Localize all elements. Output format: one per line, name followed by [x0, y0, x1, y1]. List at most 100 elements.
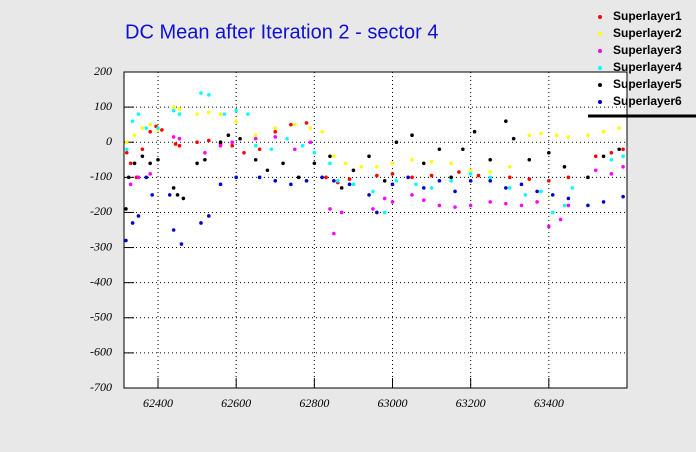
point [367, 154, 371, 159]
point [449, 179, 453, 183]
point [429, 159, 434, 164]
point [382, 196, 387, 201]
point [253, 133, 258, 137]
point [488, 170, 493, 174]
point [328, 207, 332, 211]
point [375, 210, 379, 215]
point [601, 129, 606, 134]
point [566, 196, 571, 201]
point [148, 161, 152, 166]
x-tick-label: 63200 [456, 396, 486, 410]
point [195, 140, 199, 145]
point [375, 173, 379, 178]
point [253, 157, 258, 162]
point [621, 165, 625, 169]
point [449, 161, 453, 166]
point [593, 168, 598, 173]
point [371, 189, 375, 194]
point [230, 140, 235, 145]
point [453, 189, 457, 194]
point [414, 182, 418, 187]
y-tick-label: -600 [90, 345, 112, 359]
point [234, 108, 238, 113]
point [218, 140, 223, 145]
point [390, 182, 395, 187]
point [130, 221, 135, 225]
point [390, 172, 395, 176]
point [148, 172, 152, 176]
point [253, 136, 258, 141]
point [234, 119, 238, 123]
point [410, 157, 414, 162]
point [429, 186, 434, 190]
point [124, 147, 129, 152]
y-tick-label: -200 [90, 204, 112, 218]
point [535, 200, 539, 204]
point [382, 210, 387, 215]
point [195, 112, 199, 116]
point [171, 228, 176, 232]
point [527, 177, 532, 181]
point [539, 131, 543, 136]
point [390, 200, 395, 204]
point [179, 242, 184, 246]
plot-area [123, 71, 628, 389]
point [136, 175, 141, 180]
point [566, 175, 571, 180]
point [488, 200, 493, 204]
y-tick-label: -400 [90, 274, 112, 288]
point [488, 179, 493, 183]
point [507, 165, 512, 169]
point [527, 133, 532, 137]
point [257, 175, 262, 180]
y-tick-label: 100 [94, 99, 112, 113]
point [519, 182, 524, 187]
point [507, 175, 512, 180]
point [312, 150, 317, 155]
point [132, 161, 137, 166]
chart-title: DC Mean after Iteration 2 - sector 4 [125, 21, 438, 43]
point [177, 143, 182, 148]
x-tick-label: 63400 [534, 396, 564, 410]
point [199, 221, 203, 225]
point [511, 136, 516, 141]
point [468, 203, 473, 208]
point [476, 173, 481, 178]
point [300, 143, 305, 148]
point [562, 203, 567, 208]
point [609, 172, 614, 176]
point [292, 147, 297, 152]
point [339, 210, 344, 215]
point [238, 136, 242, 141]
point [177, 136, 182, 141]
point [144, 175, 149, 180]
legend-marker [598, 100, 602, 104]
x-tick-label: 62400 [143, 396, 173, 410]
point [507, 186, 512, 190]
point [292, 122, 297, 127]
point [207, 93, 211, 97]
point [130, 119, 135, 123]
point [347, 177, 352, 181]
point [171, 186, 176, 190]
point [171, 135, 176, 139]
point [332, 231, 336, 236]
point [246, 112, 250, 116]
point [367, 193, 371, 197]
point [437, 147, 442, 152]
point [304, 121, 309, 125]
point [140, 126, 145, 130]
point [273, 179, 278, 183]
point [253, 143, 258, 148]
point [601, 200, 606, 204]
point [269, 147, 274, 152]
point [207, 214, 211, 218]
point [285, 136, 289, 141]
point [128, 182, 133, 187]
point [586, 133, 590, 137]
point [547, 224, 551, 229]
point [140, 147, 145, 152]
y-tick-label: -100 [90, 169, 112, 183]
point [218, 182, 223, 187]
